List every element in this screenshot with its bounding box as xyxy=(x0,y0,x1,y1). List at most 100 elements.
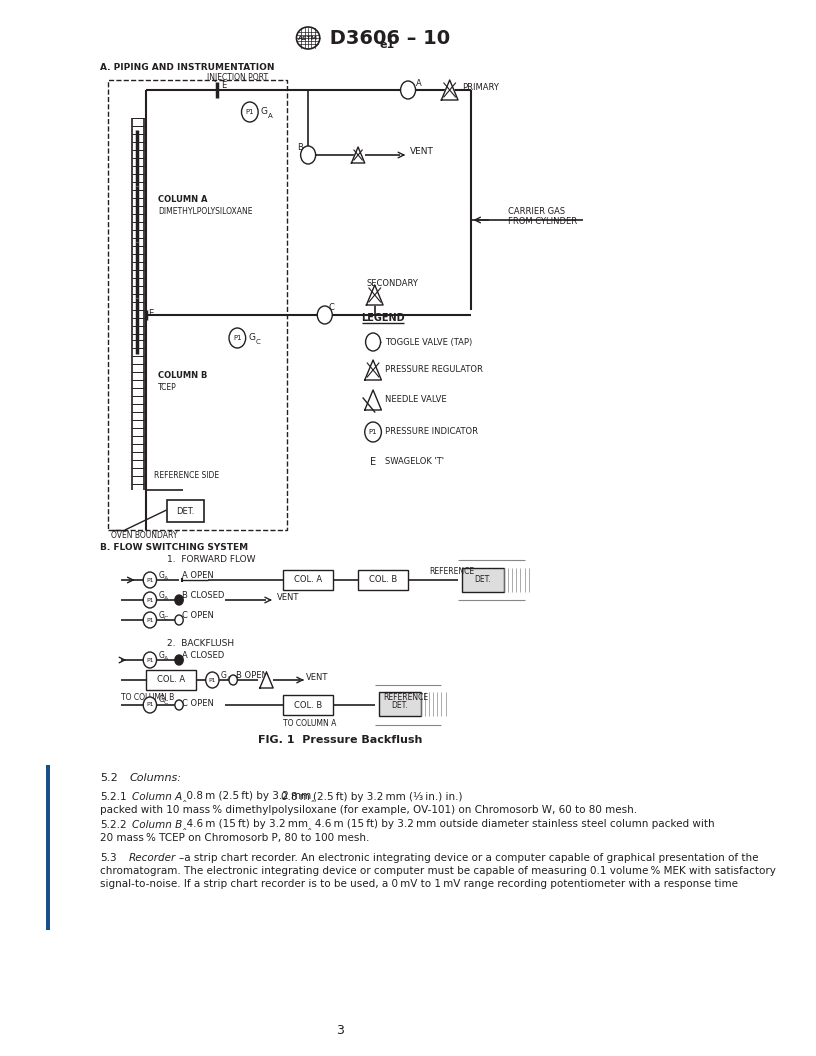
Text: e1: e1 xyxy=(379,40,395,50)
Circle shape xyxy=(144,572,157,588)
Text: P1: P1 xyxy=(233,335,242,341)
Polygon shape xyxy=(352,147,365,163)
Text: Column B: Column B xyxy=(131,821,182,830)
Bar xyxy=(283,570,333,590)
Circle shape xyxy=(300,146,316,164)
Bar xyxy=(166,499,204,522)
Text: chromatogram. The electronic integrating device or computer must be capable of m: chromatogram. The electronic integrating… xyxy=(100,866,776,876)
Text: 2.  BACKFLUSH: 2. BACKFLUSH xyxy=(166,639,233,647)
Text: LEGEND: LEGEND xyxy=(361,313,405,323)
Text: Columns:: Columns: xyxy=(129,773,181,782)
Text: REFERENCE: REFERENCE xyxy=(429,567,474,577)
Text: VENT: VENT xyxy=(410,148,433,156)
Text: Column A: Column A xyxy=(131,792,182,802)
Text: P1: P1 xyxy=(146,702,153,708)
Bar xyxy=(358,570,408,590)
Text: A OPEN: A OPEN xyxy=(181,571,213,581)
Text: P1: P1 xyxy=(246,109,254,115)
Text: A: A xyxy=(164,576,168,581)
Text: B CLOSED: B CLOSED xyxy=(181,591,224,601)
Text: G: G xyxy=(158,696,164,704)
Polygon shape xyxy=(259,672,273,689)
Text: PRIMARY: PRIMARY xyxy=(462,83,499,93)
Ellipse shape xyxy=(296,27,320,49)
Text: A: A xyxy=(416,79,422,89)
Text: 5.2: 5.2 xyxy=(100,773,118,782)
Circle shape xyxy=(144,612,157,628)
Text: A. PIPING AND INSTRUMENTATION: A. PIPING AND INSTRUMENTATION xyxy=(100,63,274,73)
Circle shape xyxy=(401,81,415,99)
Bar xyxy=(283,695,333,715)
Text: CARRIER GAS: CARRIER GAS xyxy=(508,207,565,216)
Text: COL. A: COL. A xyxy=(294,576,322,585)
Text: E: E xyxy=(220,80,226,90)
Text: 5.2.2: 5.2.2 xyxy=(100,821,126,830)
Text: P1: P1 xyxy=(209,678,216,682)
Circle shape xyxy=(317,306,332,324)
Circle shape xyxy=(366,333,380,351)
Circle shape xyxy=(229,328,246,348)
Text: ASTM: ASTM xyxy=(298,36,318,40)
Text: C OPEN: C OPEN xyxy=(181,611,214,621)
Text: G: G xyxy=(248,334,255,342)
Text: 1.  FORWARD FLOW: 1. FORWARD FLOW xyxy=(166,555,255,565)
Circle shape xyxy=(144,592,157,608)
Text: FIG. 1  Pressure Backflush: FIG. 1 Pressure Backflush xyxy=(258,735,422,744)
Text: TOGGLE VALVE (TAP): TOGGLE VALVE (TAP) xyxy=(384,338,472,346)
Circle shape xyxy=(175,655,184,665)
Circle shape xyxy=(144,697,157,713)
Text: –a strip chart recorder. An electronic integrating device or a computer capable : –a strip chart recorder. An electronic i… xyxy=(179,853,759,863)
Text: E: E xyxy=(149,308,153,318)
Circle shape xyxy=(175,595,184,605)
Text: DIMETHYLPOLYSILOXANE: DIMETHYLPOLYSILOXANE xyxy=(158,207,253,216)
Bar xyxy=(379,692,420,716)
Bar xyxy=(109,80,287,530)
Text: C: C xyxy=(164,616,168,621)
Text: 20 mass % TCEP on Chromosorb P, 80 to 100 mesh.: 20 mass % TCEP on Chromosorb P, 80 to 10… xyxy=(100,833,370,843)
Circle shape xyxy=(144,652,157,668)
Text: OVEN BOUNDARY: OVEN BOUNDARY xyxy=(111,530,177,540)
Text: PRESSURE REGULATOR: PRESSURE REGULATOR xyxy=(384,365,482,375)
Text: A CLOSED: A CLOSED xyxy=(181,652,224,660)
Text: P1: P1 xyxy=(369,429,377,435)
Text: A: A xyxy=(164,596,168,601)
Text: PRESSURE INDICATOR: PRESSURE INDICATOR xyxy=(384,428,477,436)
Text: COL. B: COL. B xyxy=(294,700,322,710)
Text: B. FLOW SWITCHING SYSTEM: B. FLOW SWITCHING SYSTEM xyxy=(100,544,248,552)
Text: SECONDARY: SECONDARY xyxy=(366,279,419,287)
Text: C: C xyxy=(255,339,260,345)
Text: 5.2.1: 5.2.1 xyxy=(100,792,126,802)
Circle shape xyxy=(242,102,258,122)
Text: TO COLUMN B: TO COLUMN B xyxy=(121,694,174,702)
Text: G: G xyxy=(158,650,164,660)
Text: INJECTION PORT: INJECTION PORT xyxy=(206,74,268,82)
Text: G: G xyxy=(158,570,164,580)
Text: Recorder: Recorder xyxy=(129,853,176,863)
Text: DET.: DET. xyxy=(475,576,491,585)
Text: A: A xyxy=(227,676,231,680)
Circle shape xyxy=(175,615,184,625)
Text: G: G xyxy=(158,590,164,600)
Text: COL. A: COL. A xyxy=(157,676,184,684)
Text: FROM CYLINDER: FROM CYLINDER xyxy=(508,218,577,226)
Text: VENT: VENT xyxy=(277,593,299,603)
Text: C: C xyxy=(164,700,168,705)
Text: 0.8 m (2.5 ft) by 3.2 mm (⅓ in.) in.): 0.8 m (2.5 ft) by 3.2 mm (⅓ in.) in.) xyxy=(282,792,463,802)
Text: A: A xyxy=(268,113,273,119)
Text: DET.: DET. xyxy=(175,507,194,515)
Text: TCEP: TCEP xyxy=(158,382,177,392)
Polygon shape xyxy=(365,390,381,410)
Text: COLUMN A: COLUMN A xyxy=(158,195,208,205)
Text: G: G xyxy=(220,671,227,679)
Text: 3: 3 xyxy=(336,1023,344,1037)
Text: ‸4.6 m (15 ft) by 3.2 mm‸ 4.6 m (15 ft) by 3.2 mm outside diameter stainless ste: ‸4.6 m (15 ft) by 3.2 mm‸ 4.6 m (15 ft) … xyxy=(184,819,715,830)
Text: NEEDLE VALVE: NEEDLE VALVE xyxy=(384,396,446,404)
Text: ‸0.8 m (2.5 ft) by 3.2 mm‸: ‸0.8 m (2.5 ft) by 3.2 mm‸ xyxy=(184,792,315,803)
Text: C OPEN: C OPEN xyxy=(181,698,214,708)
Circle shape xyxy=(175,700,184,710)
Text: P1: P1 xyxy=(146,618,153,622)
Text: P1: P1 xyxy=(146,598,153,603)
Circle shape xyxy=(365,422,381,442)
Text: REFERENCE SIDE: REFERENCE SIDE xyxy=(154,471,220,479)
Circle shape xyxy=(229,675,237,685)
